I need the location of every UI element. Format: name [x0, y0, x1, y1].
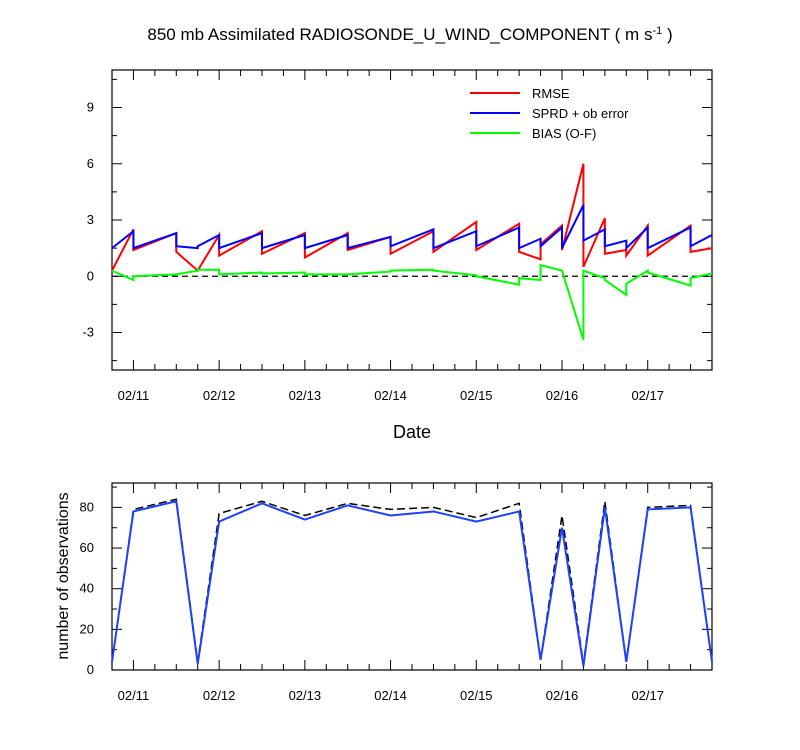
top-x-tick-label: 02/11	[118, 388, 150, 403]
bottom-x-tick-label: 02/13	[289, 688, 322, 703]
top-x-tick-label: 02/15	[460, 388, 493, 403]
series-line-sprd-ob-error	[111, 204, 713, 251]
bottom-x-tick-label: 02/12	[203, 688, 236, 703]
bottom-y-tick-label: 60	[80, 540, 94, 555]
chart-title-main: 850 mb Assimilated RADIOSONDE_U_WIND_COM…	[147, 25, 652, 44]
top-y-tick-label: 6	[87, 156, 94, 171]
bottom-y-tick-label: 20	[80, 621, 94, 636]
chart-title: 850 mb Assimilated RADIOSONDE_U_WIND_COM…	[147, 25, 672, 44]
legend-label-rmse: RMSE	[532, 86, 570, 101]
chart-title-superscript: -1	[652, 25, 662, 37]
x-axis-title: Date	[393, 422, 431, 442]
bottom-x-tick-label: 02/11	[118, 688, 150, 703]
bottom-x-tick-label: 02/16	[546, 688, 579, 703]
top-y-tick-label: -3	[82, 325, 94, 340]
bottom-y-tick-label: 80	[80, 499, 94, 514]
top-x-tick-label: 02/16	[546, 388, 579, 403]
bottom-y-tick-label: 40	[80, 581, 94, 596]
bottom-y-tick-label: 0	[87, 662, 94, 677]
legend-label-bias-o-f: BIAS (O-F)	[532, 126, 596, 141]
top-x-tick-label: 02/14	[374, 388, 407, 403]
top-y-tick-label: 9	[87, 100, 94, 115]
top-y-tick-label: 3	[87, 212, 94, 227]
bottom-panel: 02/11 02/12 02/13 02/14 02/15 02/16 02/17 0 20 40…	[55, 482, 713, 703]
top-x-tick-label: 02/13	[289, 388, 322, 403]
legend-label-sprd-ob-error: SPRD + ob error	[532, 106, 629, 121]
top-y-tick-label: 0	[87, 268, 94, 283]
top-x-tick-label: 02/17	[631, 388, 664, 403]
chart-title-close: )	[662, 25, 672, 44]
bottom-axis-ticks: 02/11 02/12 02/13 02/14 02/15 02/16 02/17 0 20 40…	[80, 483, 713, 703]
bottom-x-tick-label: 02/14	[374, 688, 407, 703]
legend: RMSE SPRD + ob error BIAS (O-F)	[470, 86, 629, 141]
y-axis-title-observations: number of observations	[55, 492, 72, 659]
top-x-tick-label: 02/12	[203, 388, 236, 403]
bottom-series-group	[111, 498, 713, 667]
series-line-used	[111, 500, 713, 667]
series-line-bias-o-f	[111, 263, 713, 341]
bottom-x-tick-label: 02/15	[460, 688, 493, 703]
top-axis-ticks: 02/11 02/12 02/13 02/14 02/15 02/16 02/17 -3 0 3 6…	[82, 70, 713, 403]
top-panel: 02/11 02/12 02/13 02/14 02/15 02/16 02/17 -3 0 3 6…	[82, 69, 713, 442]
top-series-group	[111, 163, 713, 341]
bottom-x-tick-label: 02/17	[631, 688, 664, 703]
